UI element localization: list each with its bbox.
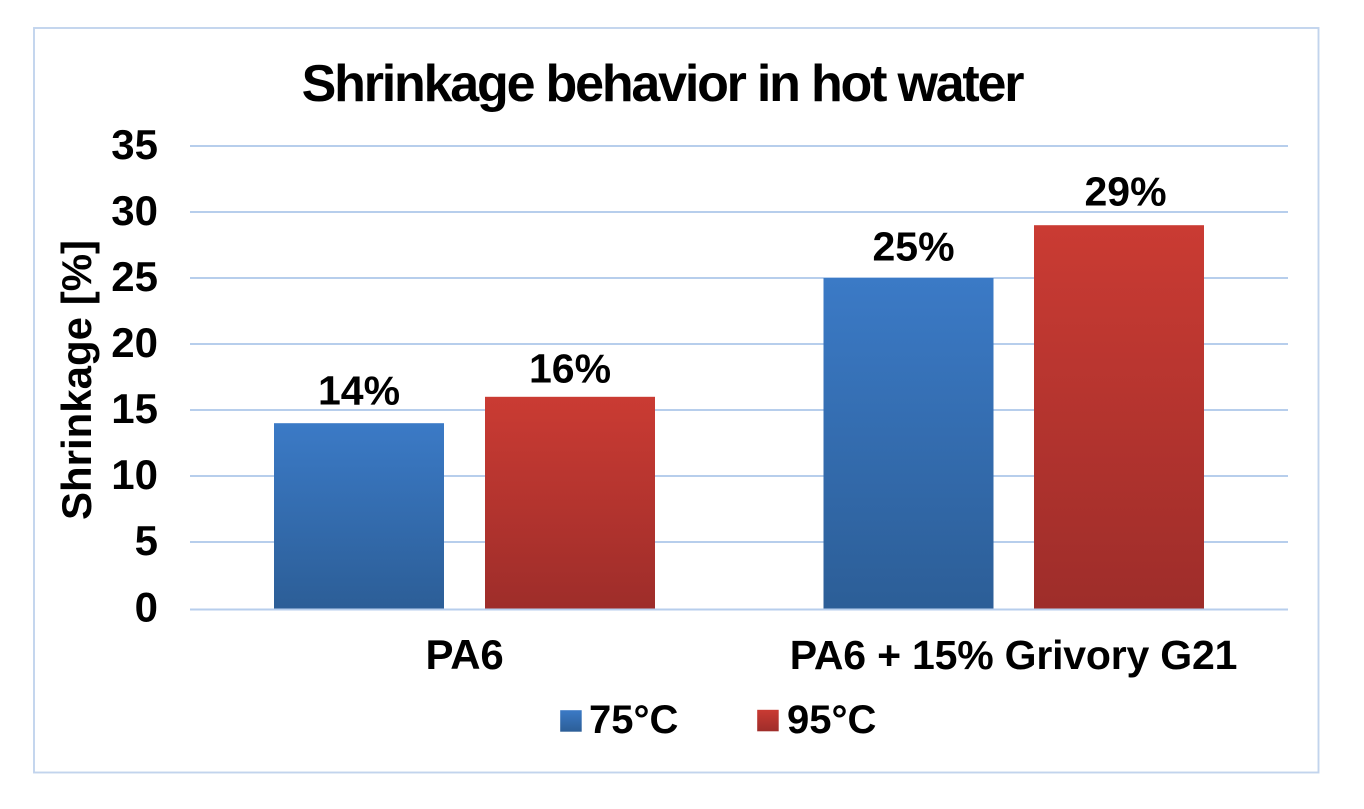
svg-text:Shrinkage behavior in hot wate: Shrinkage behavior in hot water: [302, 55, 1025, 113]
svg-text:Shrinkage [%]: Shrinkage [%]: [53, 240, 100, 520]
svg-text:5: 5: [135, 517, 158, 564]
svg-text:29%: 29%: [1084, 169, 1166, 215]
svg-text:25%: 25%: [872, 224, 954, 270]
svg-text:PA6: PA6: [426, 631, 504, 678]
svg-text:75°C: 75°C: [589, 698, 678, 742]
svg-text:14%: 14%: [318, 368, 400, 414]
svg-text:35: 35: [111, 121, 158, 168]
svg-text:25: 25: [111, 253, 158, 300]
svg-text:16%: 16%: [529, 346, 611, 392]
svg-text:PA6 + 15% Grivory G21: PA6 + 15% Grivory G21: [790, 632, 1237, 678]
svg-text:20: 20: [111, 319, 158, 366]
svg-text:30: 30: [111, 187, 158, 234]
svg-text:0: 0: [135, 584, 158, 631]
svg-text:95°C: 95°C: [787, 698, 876, 742]
svg-text:10: 10: [111, 451, 158, 498]
svg-text:15: 15: [111, 385, 158, 432]
